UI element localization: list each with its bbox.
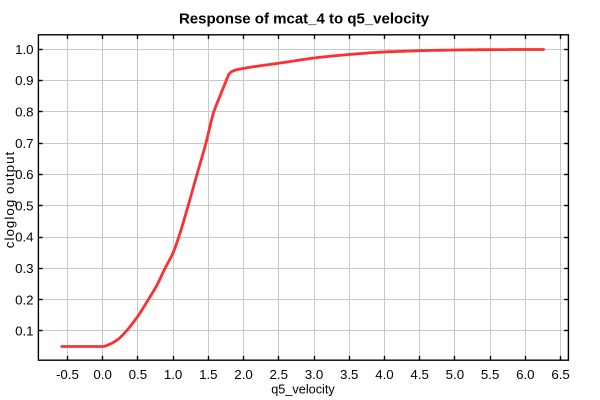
svg-text:1.0: 1.0: [164, 367, 183, 382]
svg-text:2.5: 2.5: [270, 367, 289, 382]
svg-text:0.6: 0.6: [15, 167, 34, 182]
svg-text:cloglog output: cloglog output: [2, 151, 17, 248]
svg-text:5.0: 5.0: [446, 367, 465, 382]
svg-text:0.2: 0.2: [15, 292, 34, 307]
svg-text:0.0: 0.0: [93, 367, 112, 382]
svg-text:6.5: 6.5: [551, 367, 570, 382]
svg-text:0.5: 0.5: [15, 198, 34, 213]
svg-text:2.0: 2.0: [234, 367, 253, 382]
svg-text:6.0: 6.0: [516, 367, 535, 382]
svg-text:-0.5: -0.5: [56, 367, 79, 382]
svg-text:0.4: 0.4: [15, 230, 34, 245]
svg-text:4.5: 4.5: [410, 367, 429, 382]
svg-text:3.0: 3.0: [305, 367, 324, 382]
svg-text:0.1: 0.1: [15, 324, 34, 339]
svg-text:1.0: 1.0: [15, 42, 34, 57]
svg-text:3.5: 3.5: [340, 367, 359, 382]
svg-text:0.5: 0.5: [129, 367, 148, 382]
svg-text:5.5: 5.5: [481, 367, 500, 382]
svg-text:4.0: 4.0: [375, 367, 394, 382]
svg-text:0.9: 0.9: [15, 73, 34, 88]
svg-text:0.7: 0.7: [15, 136, 34, 151]
svg-text:0.3: 0.3: [15, 261, 34, 276]
svg-text:q5_velocity: q5_velocity: [271, 383, 335, 397]
svg-text:Response of mcat_4 to q5_veloc: Response of mcat_4 to q5_velocity: [179, 11, 430, 28]
svg-text:1.5: 1.5: [199, 367, 218, 382]
svg-text:0.8: 0.8: [15, 105, 34, 120]
